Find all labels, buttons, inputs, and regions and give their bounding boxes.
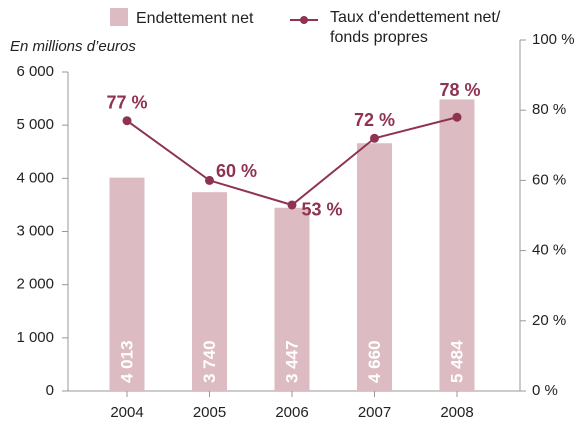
line-marker xyxy=(452,112,462,122)
legend-label: Endettement net xyxy=(136,10,254,27)
bar-value-label: 3 740 xyxy=(200,340,219,383)
legend-line-icon xyxy=(290,16,318,24)
line-value-label: 78 % xyxy=(439,80,480,100)
bar-value-label: 5 484 xyxy=(447,340,466,383)
y-tick-label: 2 000 xyxy=(16,276,54,293)
y2-tick-label: 0 % xyxy=(532,382,558,399)
line-marker xyxy=(205,175,214,185)
line-value-label: 77 % xyxy=(106,92,147,112)
legend-bar: Endettement net xyxy=(110,8,253,29)
y2-tick-label: 20 % xyxy=(532,312,566,329)
legend-marker xyxy=(300,16,308,24)
legend-line: Taux d'endettement net/ fonds propres xyxy=(290,8,520,48)
y-tick-label: 0 xyxy=(46,382,54,399)
y2-tick-label: 100 % xyxy=(532,31,575,48)
y-axis-label: En millions d’euros xyxy=(10,38,136,55)
x-tick-label: 2007 xyxy=(358,404,391,421)
line-marker xyxy=(287,200,297,210)
bar xyxy=(274,207,310,391)
x-tick-label: 2006 xyxy=(275,404,308,421)
y2-tick-label: 80 % xyxy=(532,101,566,118)
bar-value-label: 3 447 xyxy=(282,340,301,383)
y2-tick-label: 60 % xyxy=(532,171,566,188)
bar xyxy=(357,143,392,391)
y-tick-label: 6 000 xyxy=(16,63,54,80)
line xyxy=(126,116,458,207)
line-marker xyxy=(122,116,132,126)
y-tick-label: 5 000 xyxy=(16,116,54,133)
legend-label: Taux d'endettement net/ fonds propres xyxy=(330,9,501,46)
y-tick-label: 1 000 xyxy=(16,329,54,346)
x-tick-label: 2004 xyxy=(110,404,143,421)
bar xyxy=(439,99,475,392)
bar xyxy=(109,177,145,391)
x-tick-label: 2008 xyxy=(440,404,473,421)
line-value-label: 53 % xyxy=(301,200,342,220)
legend-swatch xyxy=(110,8,128,26)
line-value-label: 72 % xyxy=(354,110,395,130)
bar-value-label: 4 660 xyxy=(365,340,384,383)
bar xyxy=(192,192,227,391)
y-tick-label: 4 000 xyxy=(16,169,54,186)
y-tick-label: 3 000 xyxy=(16,222,54,239)
line-value-label: 60 % xyxy=(216,161,257,181)
bar-value-label: 4 013 xyxy=(117,340,136,383)
y2-tick-label: 40 % xyxy=(532,242,566,259)
x-tick-label: 2005 xyxy=(193,404,226,421)
line-marker xyxy=(370,133,379,143)
